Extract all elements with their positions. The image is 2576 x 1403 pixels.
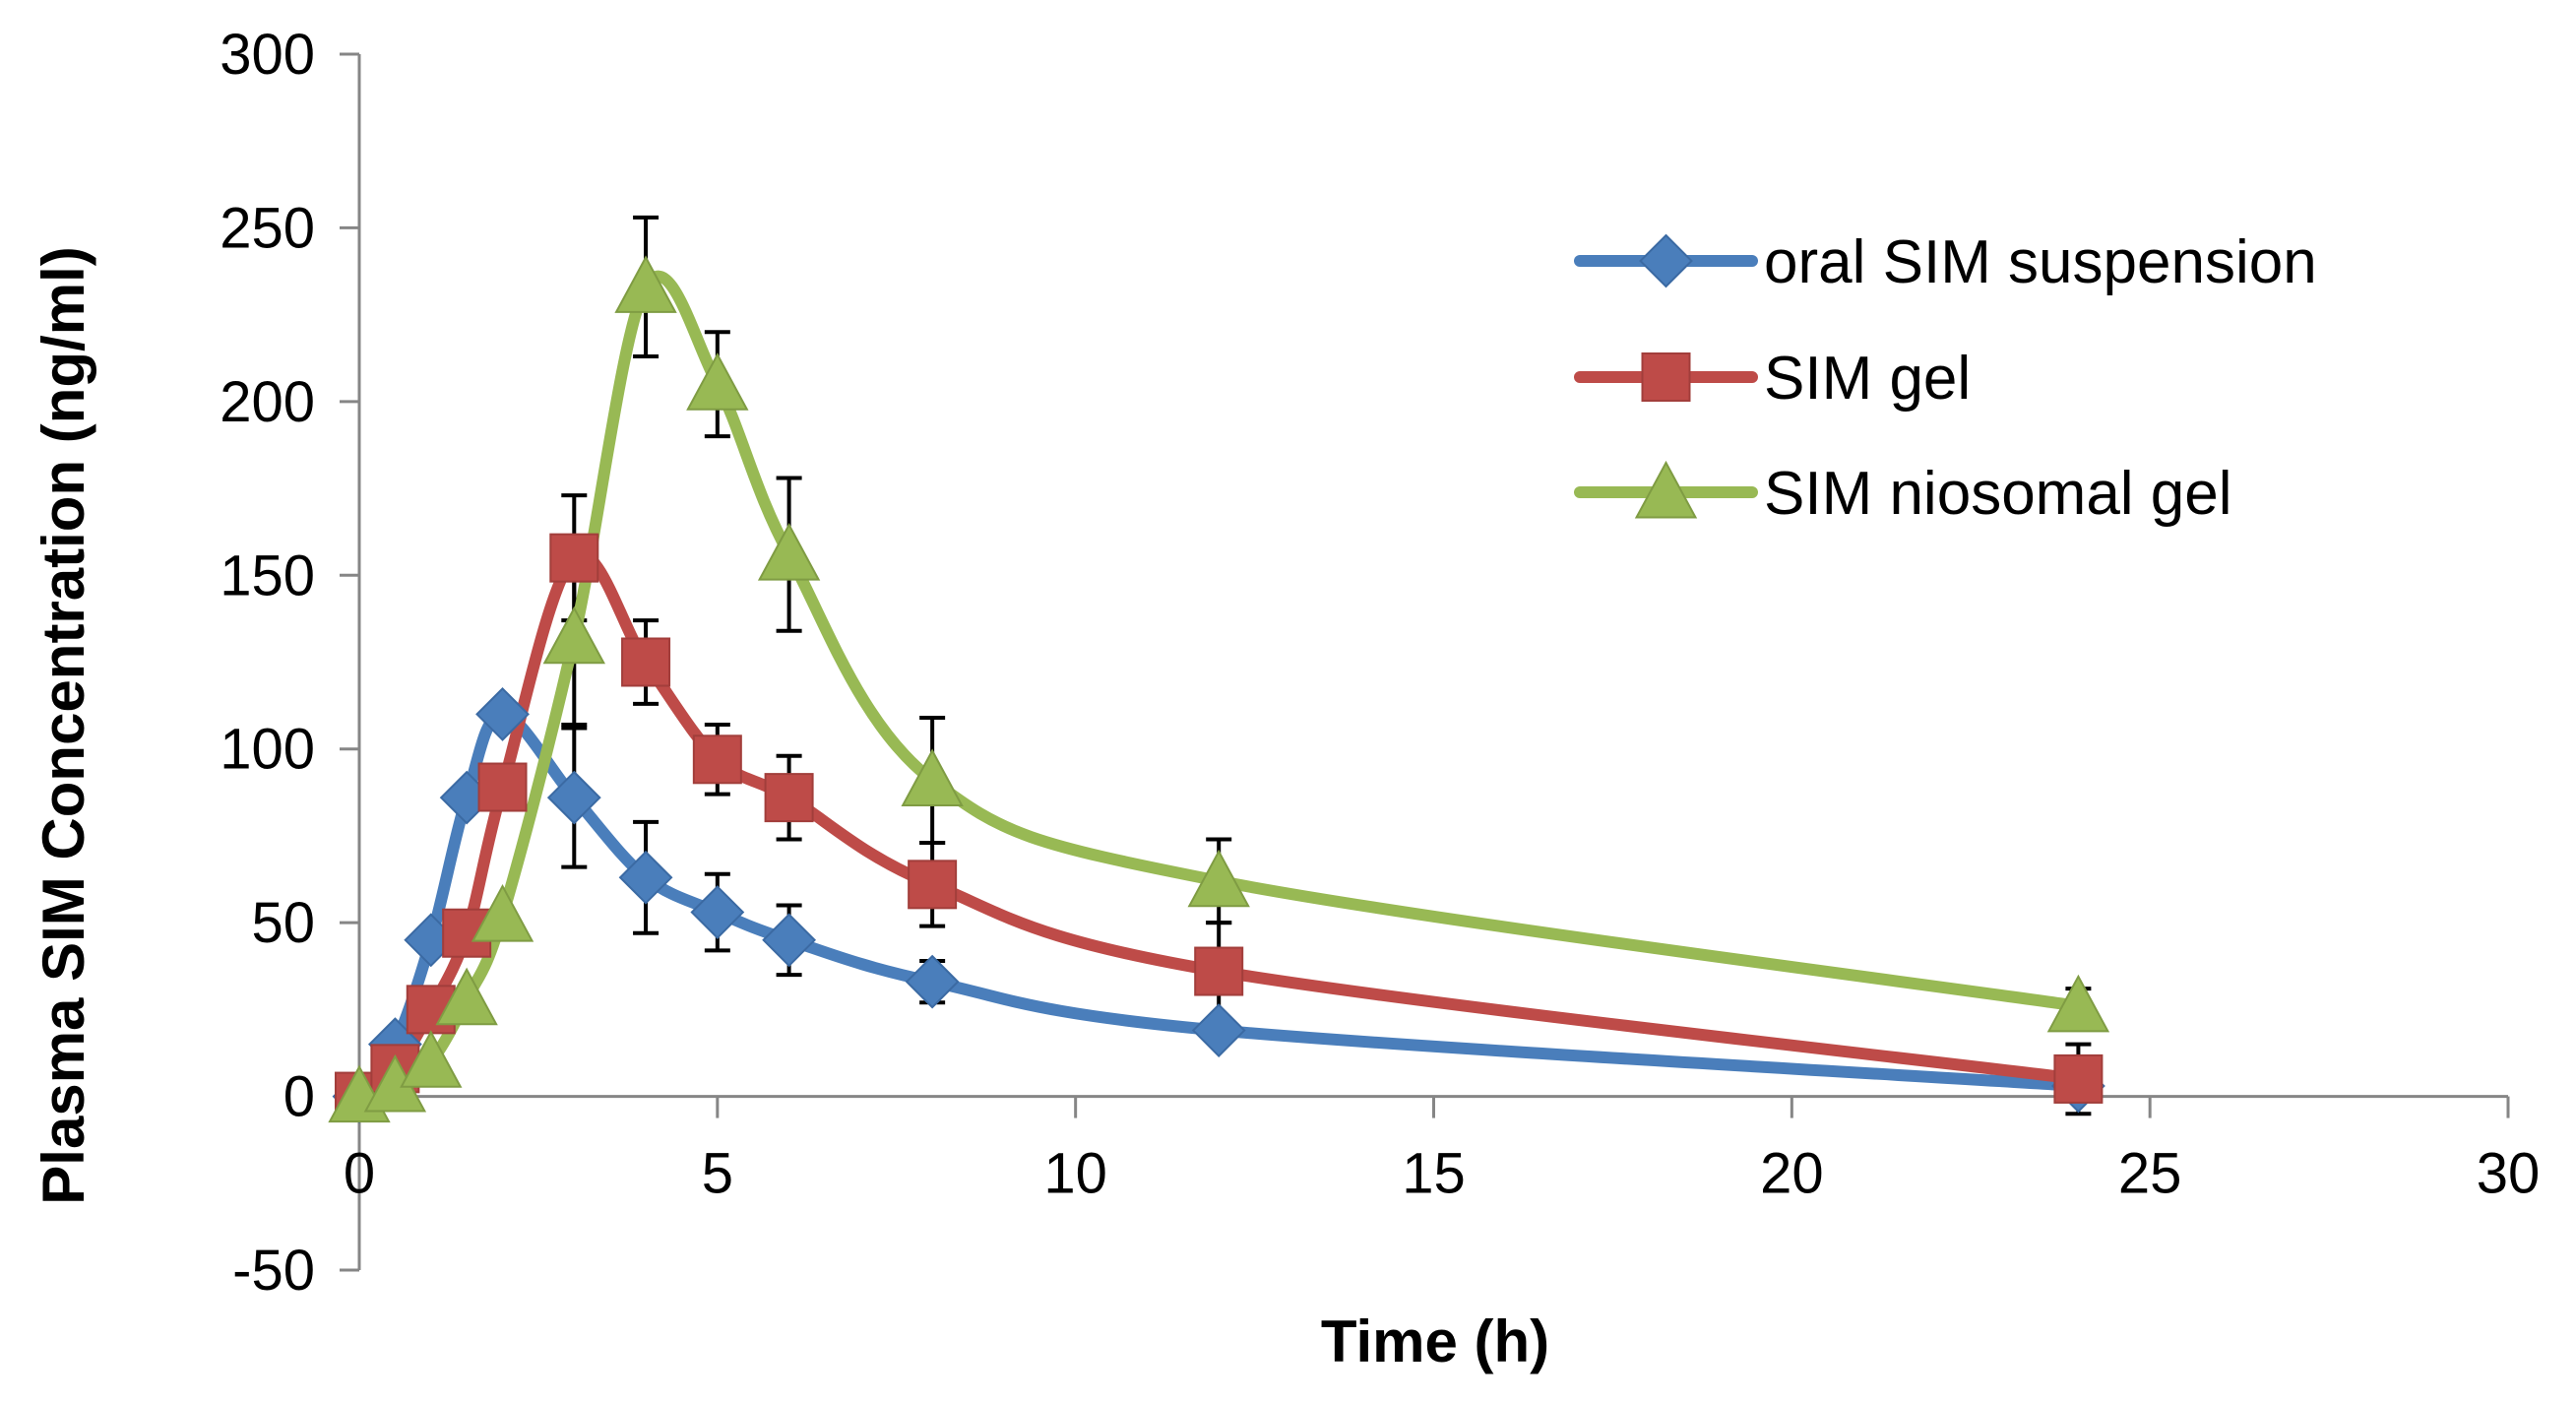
y-tick-label: 50 xyxy=(251,891,315,955)
data-point-triangle xyxy=(901,748,964,806)
x-tick-label: 0 xyxy=(344,1142,375,1206)
legend-label: SIM gel xyxy=(1764,345,1971,413)
data-point-triangle xyxy=(686,352,749,411)
x-axis-title: Time (h) xyxy=(1321,1308,1549,1374)
legend-marker-triangle xyxy=(1634,460,1698,519)
data-point-square xyxy=(692,734,742,785)
y-tick-label: 250 xyxy=(220,196,315,260)
x-tick-label: 15 xyxy=(1402,1142,1466,1206)
data-point-triangle xyxy=(542,606,605,665)
data-point-diamond xyxy=(618,850,673,905)
y-tick-label: 150 xyxy=(220,543,315,607)
legend: oral SIM suspension SIM gel SIM niosomal g… xyxy=(1574,228,2317,528)
y-tick-label: 200 xyxy=(220,370,315,434)
data-point-triangle xyxy=(435,967,498,1026)
x-tick-label: 25 xyxy=(2118,1142,2182,1206)
axes-group: -50 0 50 100 150 200 250 300 0 5 10 15 20 25 30 xyxy=(220,23,2540,1303)
y-axis-title: Plasma SIM Concentration (ng/ml) xyxy=(31,246,96,1204)
data-point-square xyxy=(764,773,814,823)
y-tick-label: 0 xyxy=(283,1065,315,1129)
data-point-triangle xyxy=(471,883,534,942)
data-point-square xyxy=(621,637,671,687)
legend-marker-diamond xyxy=(1639,233,1693,288)
data-point-diamond xyxy=(546,770,601,825)
data-point-diamond xyxy=(1191,1003,1246,1057)
data-point-square xyxy=(908,860,958,910)
data-point-square xyxy=(1194,946,1244,996)
series-line-2 xyxy=(353,548,2085,1103)
x-tick-label: 30 xyxy=(2477,1142,2541,1206)
data-point-triangle xyxy=(1187,849,1250,908)
legend-label: SIM niosomal gel xyxy=(1764,460,2232,528)
y-tick-label: -50 xyxy=(232,1239,315,1303)
data-point-square xyxy=(549,533,599,583)
data-point-square xyxy=(2053,1053,2104,1104)
y-tick-label: 100 xyxy=(220,718,315,782)
data-point-triangle xyxy=(757,523,821,581)
markers-group xyxy=(328,255,2110,1123)
legend-marker-square xyxy=(1641,352,1691,402)
data-point-diamond xyxy=(762,913,817,968)
x-tick-label: 5 xyxy=(702,1142,733,1206)
data-point-triangle xyxy=(400,1030,463,1088)
x-tick-label: 10 xyxy=(1043,1142,1107,1206)
series-line-1 xyxy=(353,708,2085,1103)
data-point-diamond xyxy=(475,687,530,741)
data-point-triangle xyxy=(614,255,677,313)
y-tick-label: 300 xyxy=(220,23,315,87)
data-point-diamond xyxy=(905,954,960,1009)
data-point-square xyxy=(477,762,528,812)
x-tick-label: 20 xyxy=(1760,1142,1824,1206)
legend-label: oral SIM suspension xyxy=(1764,228,2317,296)
data-point-triangle xyxy=(2046,974,2110,1033)
data-point-diamond xyxy=(690,885,745,939)
